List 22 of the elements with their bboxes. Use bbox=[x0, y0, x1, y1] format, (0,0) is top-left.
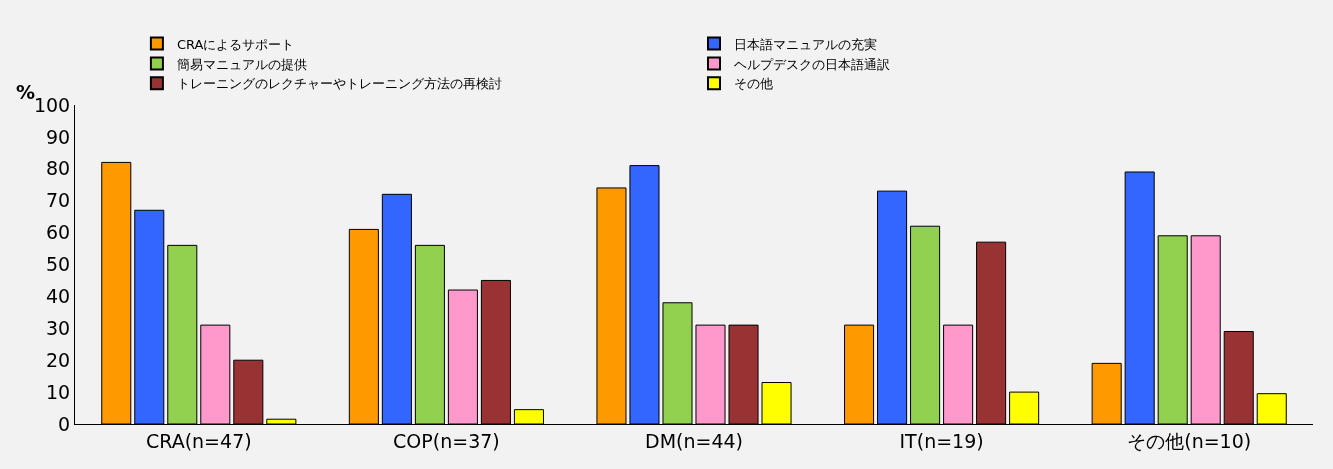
legend-label: ヘルプデスクの日本語通訳 bbox=[734, 56, 890, 72]
y-tick-label: 10 bbox=[46, 380, 71, 403]
x-tick-label: その他(n=10) bbox=[1127, 429, 1252, 452]
y-tick-label: 0 bbox=[58, 412, 71, 435]
x-tick-label: DM(n=44) bbox=[645, 429, 743, 452]
y-tick-label: 70 bbox=[46, 189, 71, 212]
y-tick-label: 30 bbox=[46, 316, 71, 339]
legend-label: トレーニングのレクチャーやトレーニング方法の再検討 bbox=[176, 76, 502, 92]
y-tick-label: 90 bbox=[46, 125, 71, 148]
legend-label: その他 bbox=[734, 76, 773, 92]
legend-label: 日本語マニュアルの充実 bbox=[734, 36, 877, 52]
y-tick-label: 40 bbox=[46, 285, 71, 308]
x-tick-label: IT(n=19) bbox=[899, 429, 984, 452]
legend-label: CRAによるサポート bbox=[176, 36, 295, 52]
y-tick-label: 80 bbox=[46, 157, 71, 180]
y-tick-label: 20 bbox=[46, 348, 71, 371]
y-tick-label: 50 bbox=[46, 253, 71, 276]
y-tick-label: 60 bbox=[46, 221, 71, 244]
x-tick-label: CRA(n=47) bbox=[145, 429, 252, 452]
x-tick-label: COP(n=37) bbox=[393, 429, 500, 452]
y-axis-title: % bbox=[16, 81, 36, 103]
legend-label: 簡易マニュアルの提供 bbox=[176, 56, 307, 72]
